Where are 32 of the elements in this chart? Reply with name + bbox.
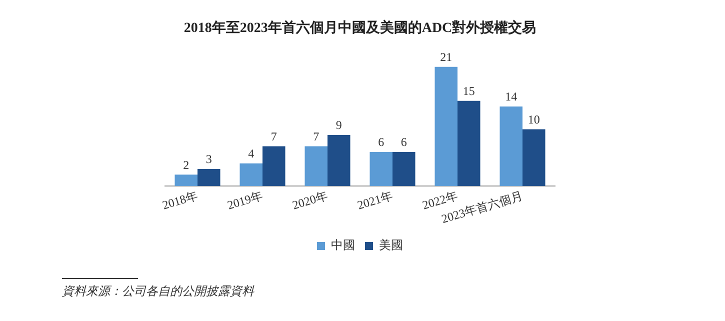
data-label: 21 [440, 50, 452, 64]
x-tick-label: 2018年 [160, 188, 200, 212]
bar [370, 152, 392, 186]
data-label: 10 [528, 112, 540, 126]
data-label: 6 [400, 135, 407, 150]
data-label: 14 [505, 90, 518, 104]
x-tick-label: 2019年 [226, 188, 264, 212]
bar [328, 134, 350, 186]
data-label: 9 [336, 118, 342, 132]
bar [240, 163, 262, 186]
chart-title: 2018年至2023年首六個月中國及美國的ADC對外授權交易 [184, 19, 536, 36]
data-label: 7 [270, 129, 277, 144]
bar [458, 100, 480, 186]
bar [198, 169, 220, 186]
bar [262, 146, 286, 186]
bar [304, 146, 328, 186]
bar [434, 66, 458, 186]
legend-label: 中國 [331, 238, 355, 252]
data-label: 7 [313, 129, 320, 144]
data-label: 2 [183, 158, 190, 172]
bar [522, 129, 546, 186]
legend-label: 美國 [379, 238, 403, 252]
source-note: 資料來源：公司各自的公開披露資料 [62, 283, 254, 300]
data-label: 3 [206, 152, 212, 166]
data-label: 4 [248, 146, 254, 160]
bar [392, 152, 416, 186]
x-tick-label: 2020年 [290, 188, 330, 212]
data-label: 15 [462, 84, 475, 98]
bar [500, 106, 522, 186]
x-tick-label: 2021年 [356, 188, 394, 212]
bar [174, 174, 198, 186]
data-label: 6 [378, 135, 384, 150]
